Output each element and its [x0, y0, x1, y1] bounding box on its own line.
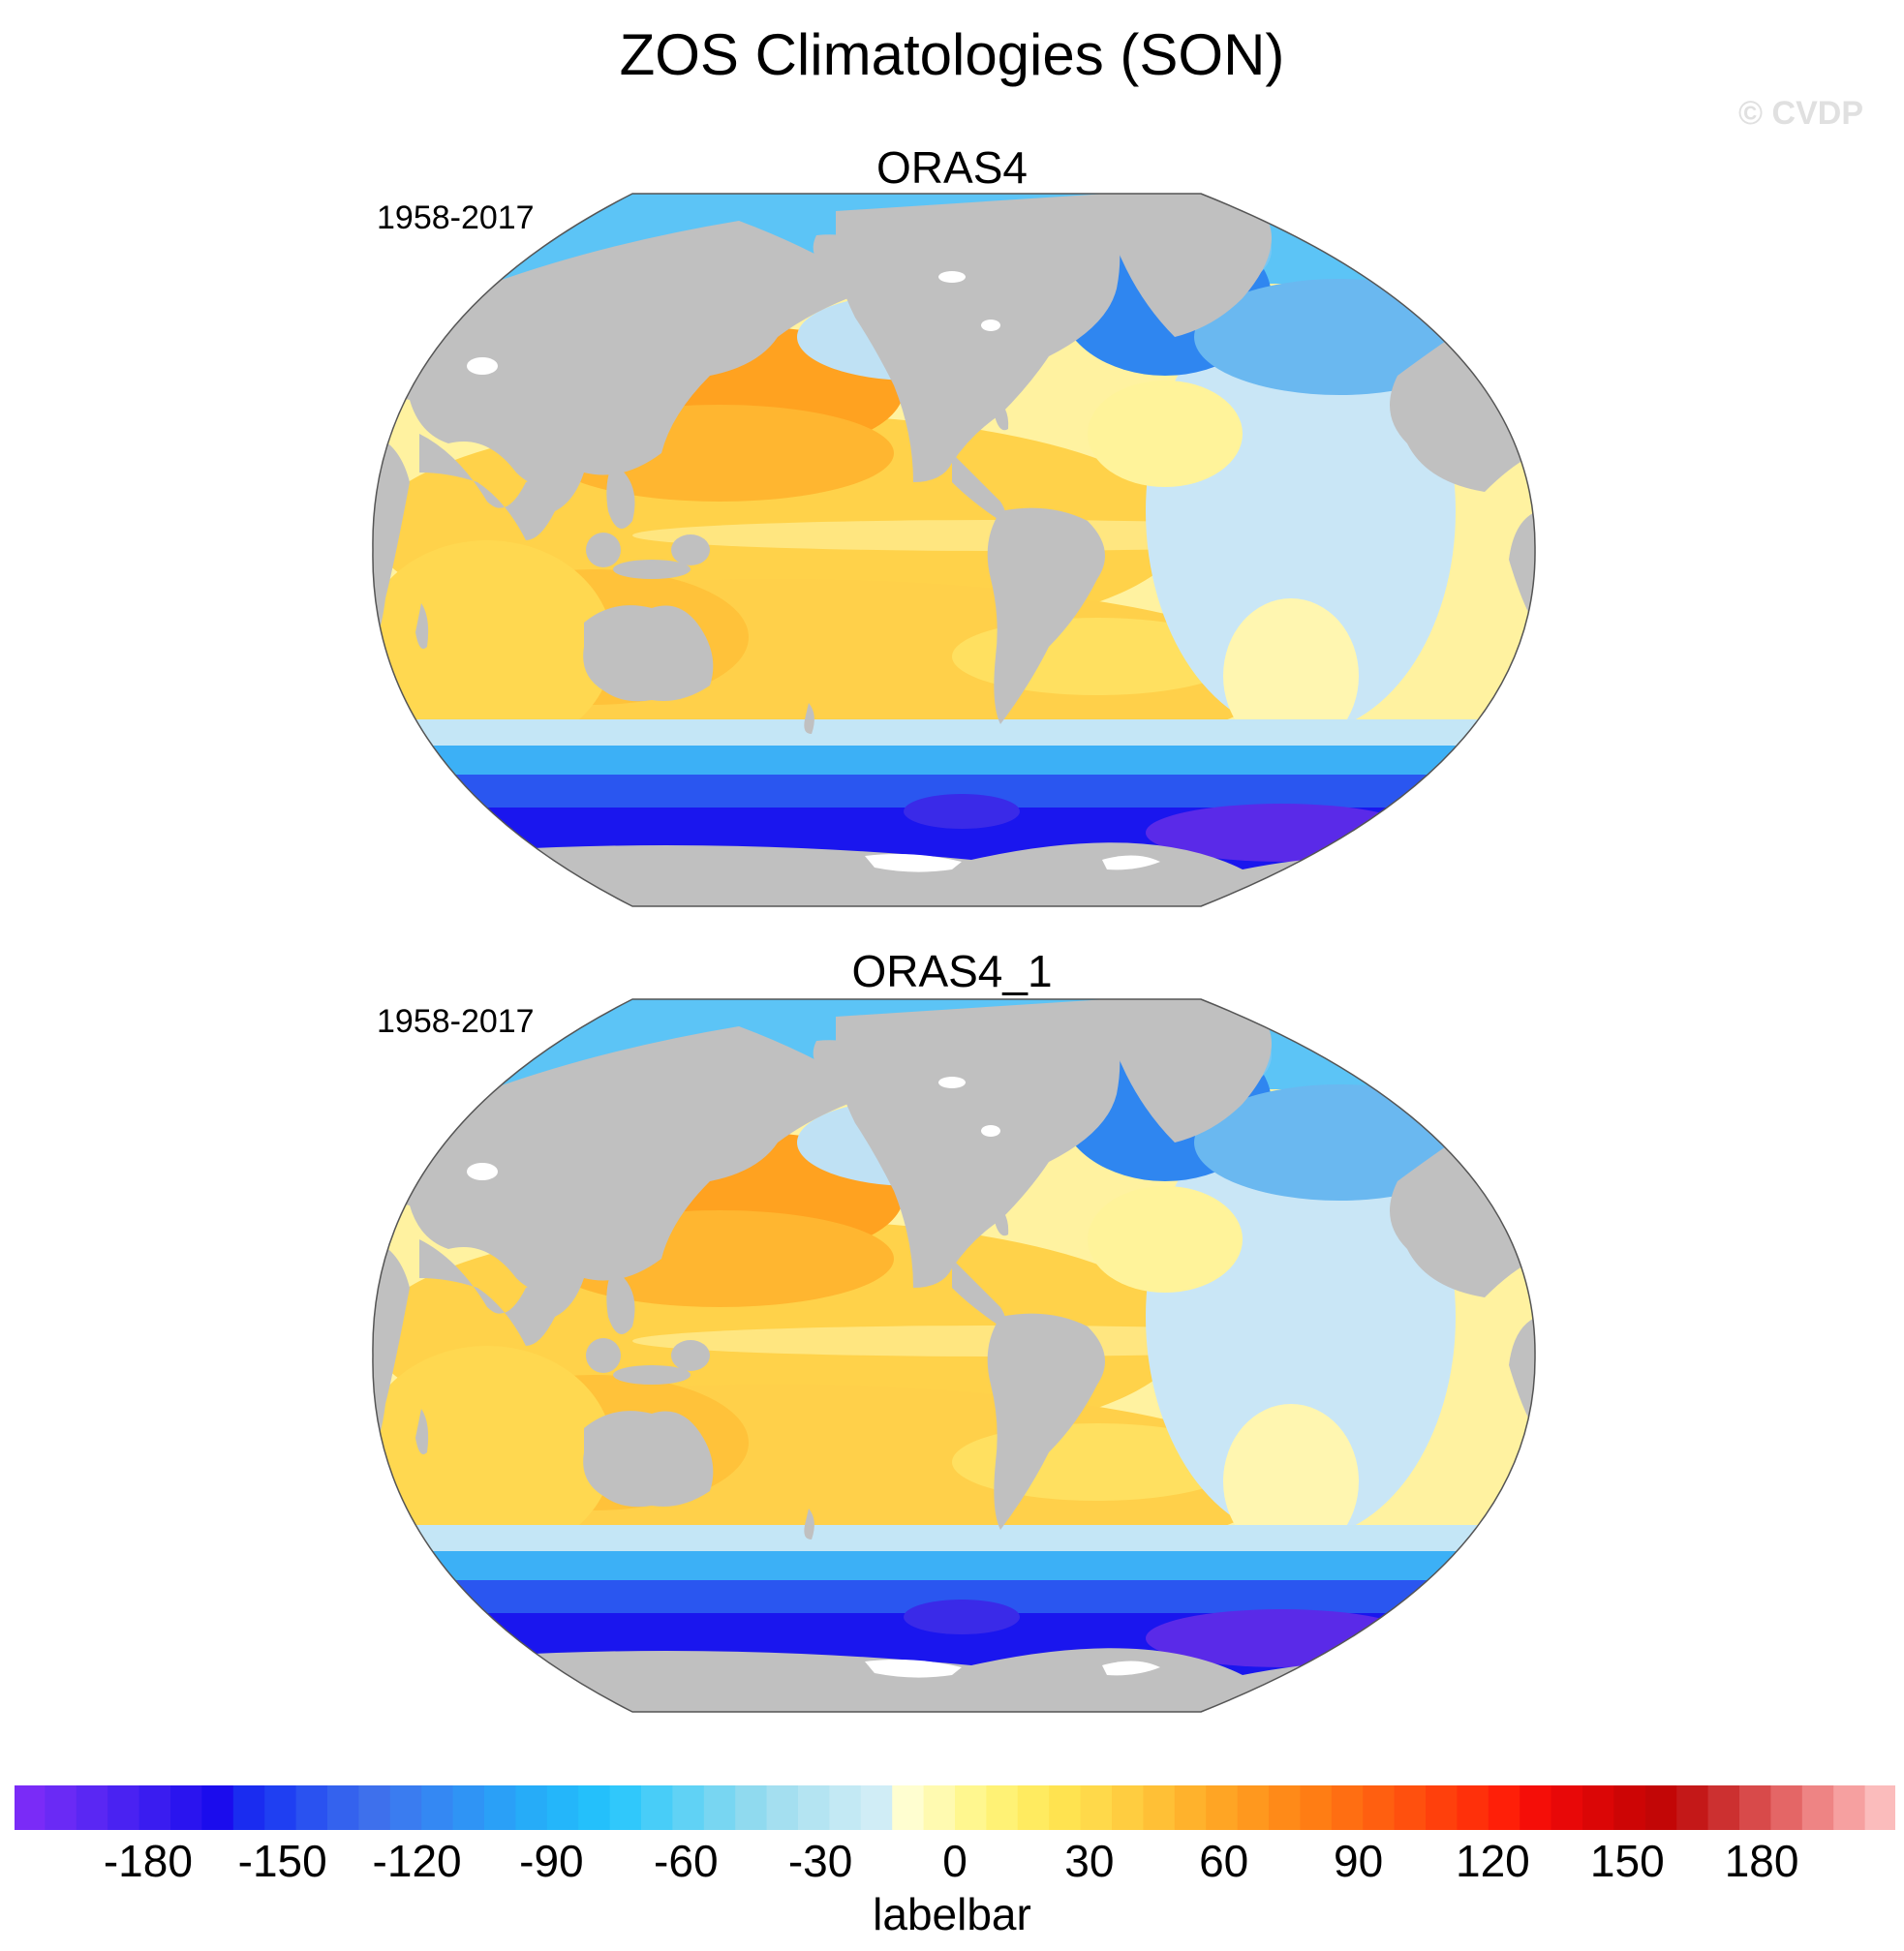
colorbar-swatch: [1174, 1784, 1207, 1831]
colorbar-swatch: [76, 1784, 108, 1831]
colorbar-swatch: [170, 1784, 202, 1831]
colorbar-tick-label: -30: [787, 1836, 853, 1886]
colorbar-swatch: [1707, 1784, 1740, 1831]
colorbar-tick-label: 60: [1199, 1836, 1249, 1886]
colorbar-swatch: [1206, 1784, 1239, 1831]
colorbar-swatch: [138, 1784, 171, 1831]
colorbar-swatch: [860, 1784, 893, 1831]
colorbar-swatch: [609, 1784, 642, 1831]
colorbar-swatch: [641, 1784, 673, 1831]
colorbar-swatch: [452, 1784, 485, 1831]
colorbar-swatch: [703, 1784, 736, 1831]
colorbar-swatch: [389, 1784, 422, 1831]
colorbar-swatch: [955, 1784, 987, 1831]
colorbar-swatch: [829, 1784, 862, 1831]
colorbar-tick-label: 150: [1589, 1836, 1665, 1886]
colorbar-swatch: [1237, 1784, 1270, 1831]
colorbar-tick-label: -150: [237, 1836, 327, 1886]
colorbar-swatch: [1300, 1784, 1333, 1831]
colorbar-swatch: [1394, 1784, 1427, 1831]
colorbar-swatch: [546, 1784, 579, 1831]
panel-1-period: 1958-2017: [377, 199, 535, 236]
colorbar-title: labelbar: [873, 1889, 1031, 1939]
colorbar-swatch: [201, 1784, 234, 1831]
colorbar-swatch: [232, 1784, 265, 1831]
colorbar-swatch: [1269, 1784, 1301, 1831]
colorbar-tick-label: 180: [1724, 1836, 1799, 1886]
colorbar-tick-label: 90: [1334, 1836, 1384, 1886]
colorbar-swatch: [264, 1784, 297, 1831]
colorbar-tick-label: 30: [1064, 1836, 1115, 1886]
colorbar-tick-label: -120: [372, 1836, 462, 1886]
colorbar-swatch: [735, 1784, 768, 1831]
panel-2-title: ORAS4_1: [851, 946, 1053, 996]
panel-2-period: 1958-2017: [377, 1003, 535, 1040]
figure-title: ZOS Climatologies (SON): [619, 22, 1285, 87]
colorbar-swatch: [515, 1784, 548, 1831]
colorbar-swatch: [1363, 1784, 1396, 1831]
colorbar-swatch: [1017, 1784, 1050, 1831]
colorbar-swatch: [578, 1784, 611, 1831]
watermark: © CVDP: [1738, 95, 1863, 132]
colorbar-tick-label: 0: [942, 1836, 967, 1886]
colorbar-swatch: [421, 1784, 454, 1831]
colorbar-swatch: [1801, 1784, 1834, 1831]
panel-1-map: [372, 193, 1536, 907]
colorbar-swatch: [1644, 1784, 1677, 1831]
colorbar-swatch: [295, 1784, 328, 1831]
colorbar-swatch: [1080, 1784, 1113, 1831]
colorbar-swatch: [1582, 1784, 1614, 1831]
colorbar-tick-label: 120: [1456, 1836, 1530, 1886]
colorbar-swatch: [1331, 1784, 1364, 1831]
colorbar-swatch: [766, 1784, 799, 1831]
colorbar-swatch: [672, 1784, 705, 1831]
colorbar-swatch: [798, 1784, 830, 1831]
colorbar-swatch: [1112, 1784, 1144, 1831]
colorbar: [14, 1784, 1896, 1831]
colorbar-swatch: [1613, 1784, 1646, 1831]
colorbar-swatch: [14, 1784, 46, 1831]
colorbar-swatch: [1833, 1784, 1866, 1831]
colorbar-swatch: [1520, 1784, 1552, 1831]
colorbar-swatch: [1739, 1784, 1771, 1831]
colorbar-swatch: [1049, 1784, 1082, 1831]
colorbar-swatch: [1143, 1784, 1176, 1831]
colorbar-swatch: [45, 1784, 77, 1831]
colorbar-swatch: [1426, 1784, 1458, 1831]
colorbar-swatch: [986, 1784, 1019, 1831]
colorbar-swatch: [1770, 1784, 1803, 1831]
colorbar-swatch: [1676, 1784, 1709, 1831]
colorbar-swatch: [358, 1784, 391, 1831]
panel-2-map: [372, 998, 1536, 1713]
panel-1-title: ORAS4: [876, 142, 1028, 193]
colorbar-swatch: [1551, 1784, 1583, 1831]
colorbar-swatch: [107, 1784, 140, 1831]
colorbar-swatch: [1488, 1784, 1520, 1831]
colorbar-swatch: [1864, 1784, 1896, 1831]
colorbar-swatch: [327, 1784, 359, 1831]
colorbar-tick-label: -90: [519, 1836, 584, 1886]
colorbar-swatch: [892, 1784, 925, 1831]
colorbar-swatch: [923, 1784, 956, 1831]
colorbar-tick-label: -180: [103, 1836, 193, 1886]
colorbar-tick-label: -60: [654, 1836, 719, 1886]
colorbar-swatch: [1457, 1784, 1489, 1831]
colorbar-swatch: [484, 1784, 516, 1831]
